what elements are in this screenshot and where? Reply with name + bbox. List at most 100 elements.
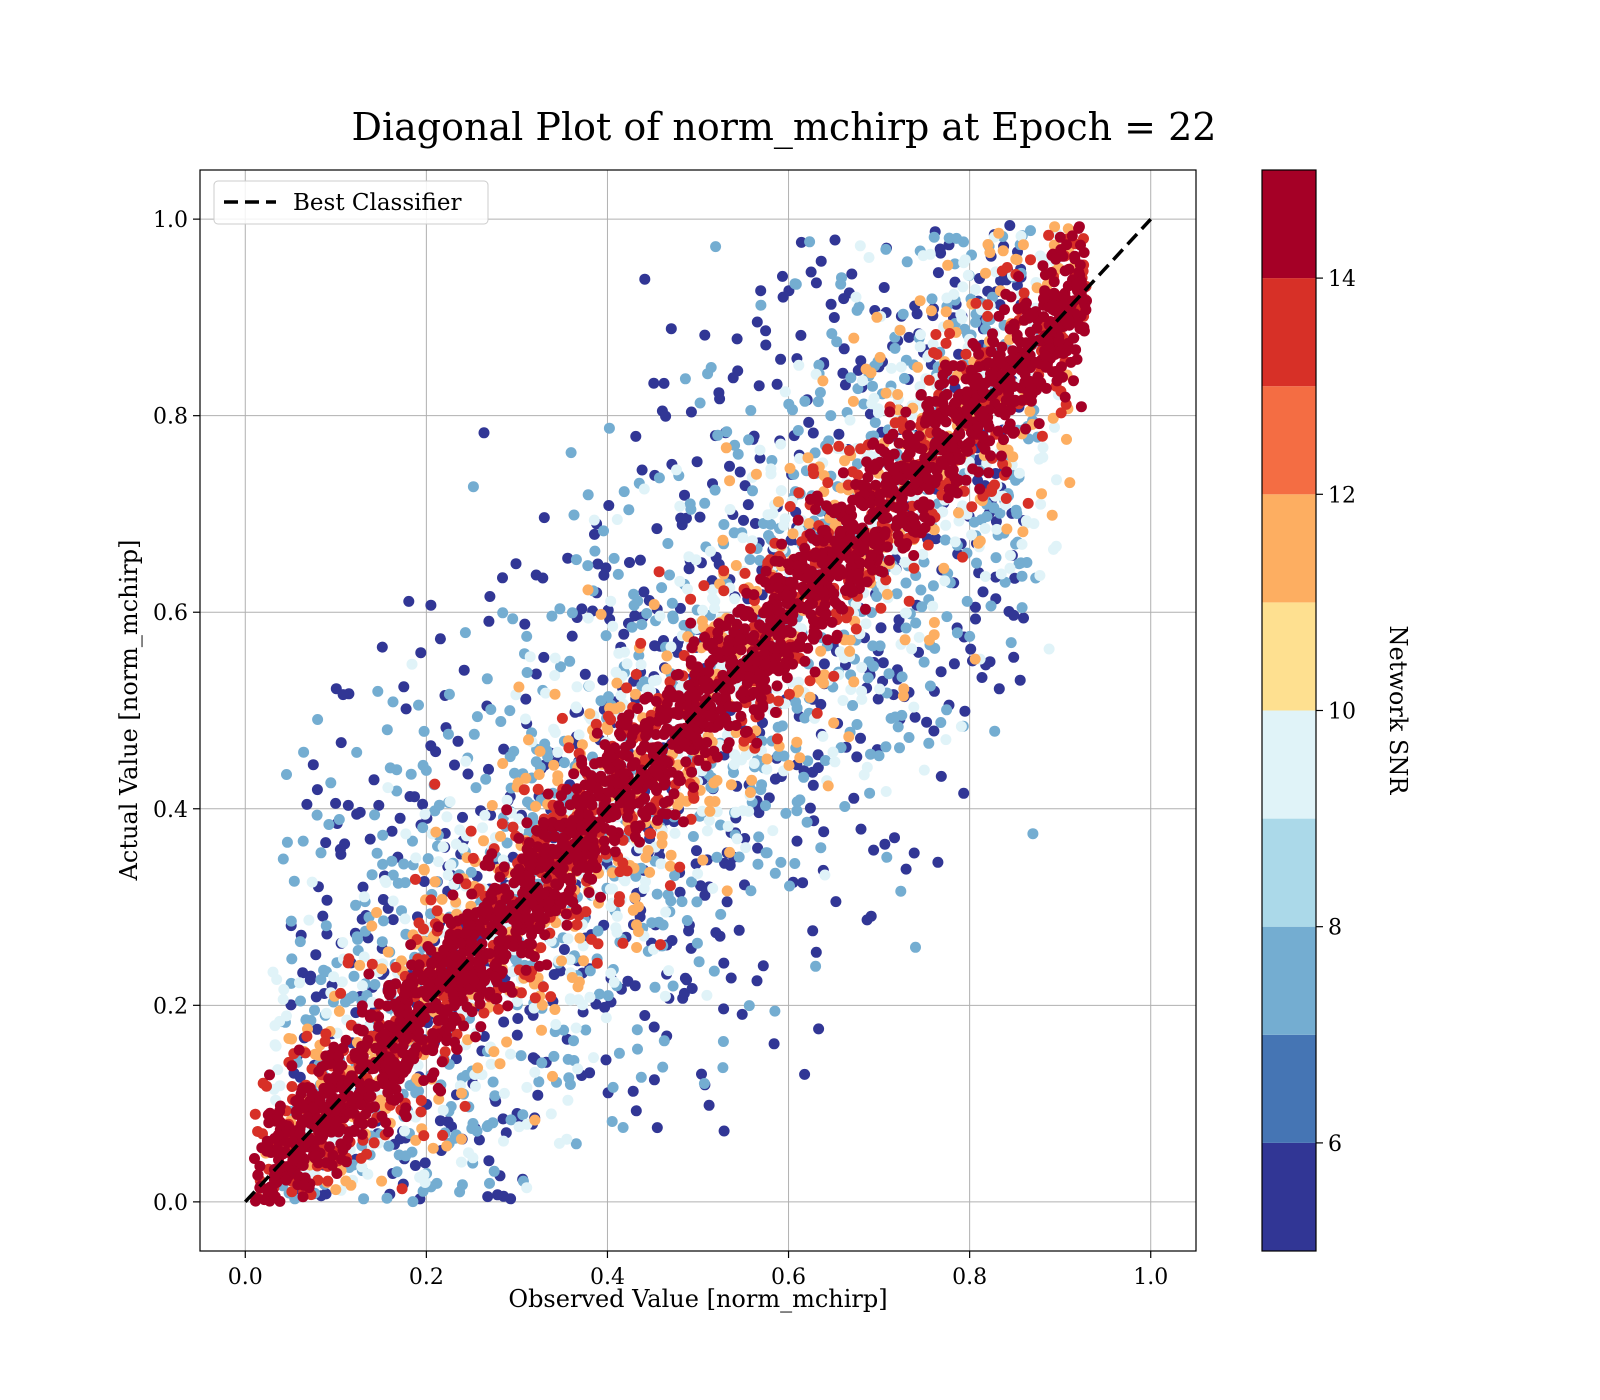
- scatter-point: [794, 752, 806, 764]
- scatter-point: [354, 959, 366, 971]
- scatter-point: [951, 627, 963, 639]
- scatter-point: [791, 805, 803, 817]
- scatter-point: [667, 610, 679, 622]
- scatter-point: [687, 831, 699, 842]
- scatter-point: [507, 613, 519, 625]
- scatter-point: [856, 693, 868, 705]
- scatter-point: [481, 673, 493, 685]
- scatter-point: [984, 247, 996, 259]
- scatter-point: [864, 787, 876, 799]
- scatter-point: [368, 774, 380, 786]
- scatter-point: [436, 1056, 448, 1068]
- scatter-point: [632, 595, 644, 607]
- scatter-point: [454, 1186, 466, 1198]
- scatter-point: [350, 899, 362, 911]
- scatter-point: [874, 640, 886, 652]
- scatter-point: [685, 406, 697, 418]
- scatter-point: [536, 999, 548, 1011]
- scatter-point: [417, 798, 429, 810]
- scatter-point: [938, 562, 950, 574]
- scatter-point: [429, 876, 441, 888]
- scatter-point: [682, 583, 693, 595]
- scatter-point: [611, 926, 623, 938]
- scatter-point: [916, 601, 928, 613]
- scatter-point: [791, 835, 803, 847]
- scatter-point: [892, 389, 904, 400]
- scatter-point: [718, 565, 730, 577]
- scatter-point: [579, 668, 591, 680]
- scatter-point: [924, 515, 936, 527]
- scatter-point: [782, 558, 794, 570]
- scatter-point: [589, 545, 601, 557]
- scatter-point: [249, 1108, 261, 1120]
- scatter-point: [366, 869, 378, 881]
- scatter-point: [459, 1100, 471, 1112]
- scatter-point: [744, 554, 756, 565]
- scatter-point: [582, 612, 594, 624]
- scatter-point: [898, 683, 910, 695]
- scatter-point: [730, 560, 742, 571]
- scatter-point: [757, 960, 769, 972]
- scatter-point: [993, 683, 1005, 695]
- scatter-point: [566, 607, 578, 619]
- scatter-point: [432, 921, 444, 933]
- scatter-point: [793, 684, 805, 696]
- scatter-point: [605, 967, 617, 979]
- scatter-point: [970, 613, 981, 625]
- scatter-point: [641, 608, 653, 619]
- scatter-point: [874, 351, 886, 363]
- scatter-point: [889, 711, 901, 723]
- scatter-point: [925, 305, 937, 317]
- scatter-point: [727, 372, 739, 384]
- scatter-point: [1055, 407, 1067, 419]
- scatter-point: [315, 847, 327, 859]
- scatter-point: [810, 277, 822, 289]
- scatter-point: [521, 630, 533, 642]
- scatter-point: [495, 716, 507, 727]
- scatter-point: [636, 619, 648, 630]
- scatter-point: [443, 688, 455, 700]
- scatter-point: [784, 462, 796, 474]
- scatter-point: [345, 1179, 357, 1191]
- scatter-point: [871, 311, 883, 323]
- scatter-point: [549, 670, 561, 681]
- scatter-point: [815, 645, 827, 657]
- scatter-point: [460, 755, 472, 767]
- scatter-point: [407, 1196, 419, 1208]
- scatter-point: [798, 771, 810, 783]
- scatter-point: [972, 475, 984, 486]
- scatter-point: [618, 628, 630, 640]
- scatter-point: [387, 895, 399, 907]
- scatter-point: [914, 295, 926, 307]
- scatter-point: [420, 764, 432, 776]
- scatter-point: [830, 896, 842, 908]
- scatter-point: [1022, 497, 1034, 509]
- scatter-point: [846, 268, 858, 280]
- scatter-point: [1020, 423, 1032, 435]
- scatter-point: [792, 514, 804, 526]
- scatter-point: [1070, 344, 1082, 356]
- scatter-point: [634, 554, 646, 566]
- scatter-point: [990, 516, 1002, 527]
- scatter-point: [311, 784, 323, 796]
- scatter-point: [712, 429, 724, 441]
- scatter-point: [941, 704, 953, 716]
- scatter-point: [410, 852, 422, 864]
- scatter-point: [1001, 523, 1013, 535]
- scatter-point: [597, 674, 609, 686]
- scatter-point: [400, 828, 412, 840]
- scatter-point: [701, 989, 713, 1001]
- scatter-point: [504, 751, 516, 763]
- scatter-point: [479, 809, 491, 821]
- scatter-point: [696, 805, 708, 817]
- scatter-point: [783, 759, 795, 771]
- scatter-point: [271, 974, 283, 985]
- scatter-point: [910, 617, 922, 629]
- scatter-point: [881, 588, 893, 600]
- scatter-point: [804, 802, 816, 814]
- scatter-point: [315, 974, 327, 986]
- scatter-point: [799, 712, 811, 724]
- scatter-point: [481, 1121, 493, 1133]
- scatter-point: [773, 695, 784, 707]
- scatter-point: [269, 1039, 281, 1051]
